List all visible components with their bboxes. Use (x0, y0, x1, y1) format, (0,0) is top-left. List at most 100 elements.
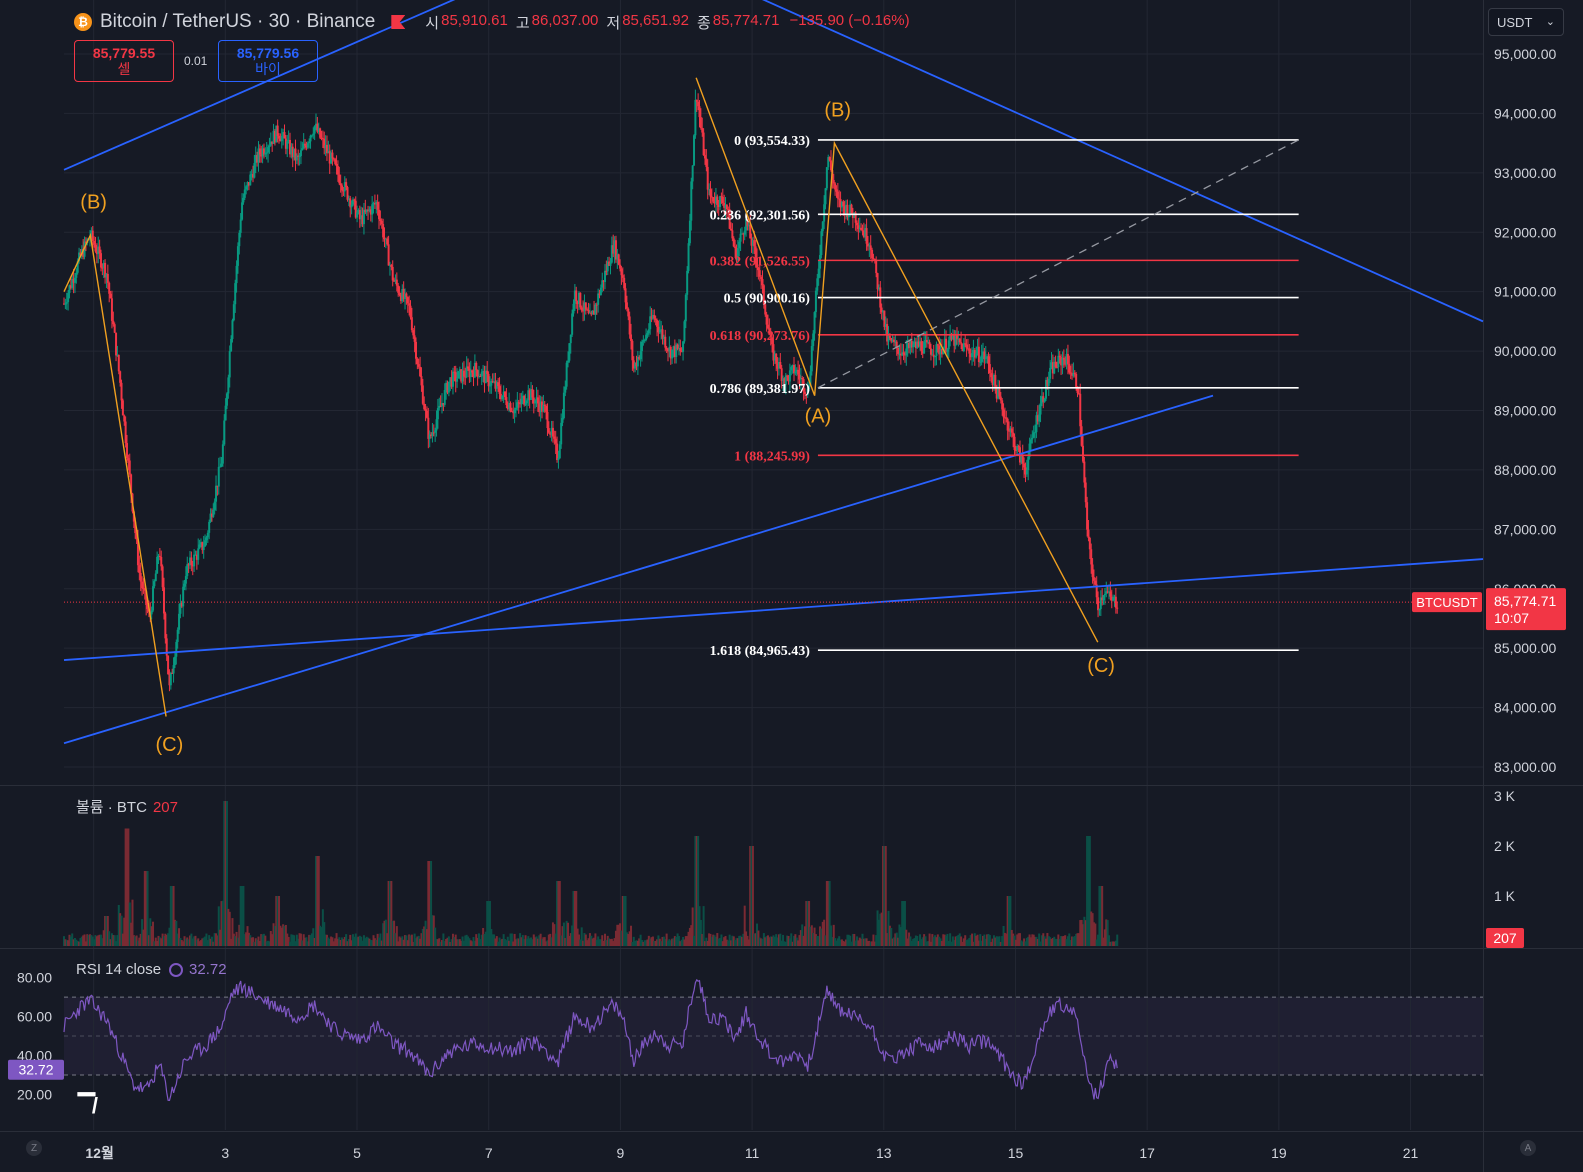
candle-body (931, 354, 934, 356)
candle-body (436, 408, 439, 420)
volume-bar (67, 940, 70, 946)
candle-body (325, 144, 328, 154)
candle-body (928, 342, 931, 349)
candle-body (556, 443, 559, 460)
volume-bar (749, 846, 752, 946)
volume-bar (769, 936, 772, 946)
currency-select[interactable]: USDT ⌄ (1488, 8, 1564, 36)
volume-bar (902, 901, 905, 946)
candle-body (210, 513, 213, 517)
volume-bar (136, 940, 139, 946)
volume-bar (179, 938, 182, 946)
volume-bar (71, 933, 74, 946)
volume-bar (636, 940, 639, 946)
candle-body (847, 214, 850, 218)
volume-bar (603, 933, 606, 946)
buy-button[interactable]: 85,779.56 바이 (218, 40, 318, 82)
candle-body (115, 332, 118, 356)
volume-bar (268, 941, 271, 946)
sell-button[interactable]: 85,779.55 셀 (74, 40, 174, 82)
volume-bar (865, 938, 868, 946)
volume-legend[interactable]: 볼륨 · BTC 207 (76, 796, 178, 817)
volume-group (63, 801, 1119, 946)
volume-bar (873, 941, 876, 946)
volume-bar (657, 935, 660, 946)
candle-body (676, 344, 679, 349)
volume-bar (164, 933, 167, 946)
candle-body (231, 320, 234, 340)
volume-bar (257, 936, 260, 946)
candle-body (67, 293, 70, 303)
volume-bar (691, 907, 694, 946)
candle-body (1101, 597, 1104, 601)
rsi-legend[interactable]: RSI 14 close 32.72 (76, 961, 227, 978)
volume-bar (879, 913, 882, 946)
candle-body (1021, 454, 1024, 464)
volume-bar (731, 935, 734, 946)
volume-bar (316, 856, 319, 946)
candle-body (417, 364, 420, 367)
volume-bar (606, 935, 609, 946)
candle-body (861, 230, 864, 232)
candle-body (783, 378, 786, 385)
candle-body (508, 403, 511, 410)
tradingview-logo-icon[interactable]: ▔/ (78, 1093, 98, 1118)
refresh-icon[interactable] (169, 963, 184, 977)
volume-bar (447, 936, 450, 946)
volume-bar (97, 935, 100, 946)
volume-bar (225, 801, 228, 946)
volume-bar (278, 896, 281, 946)
candle-body (864, 228, 867, 237)
volume-bar (1116, 934, 1119, 946)
volume-bar (290, 934, 293, 946)
fib-level-label: 0.382 (91,526.55) (710, 254, 811, 269)
volume-bar (435, 938, 438, 946)
volume-bar (156, 940, 159, 946)
volume-bar (183, 936, 186, 946)
candle-body (992, 374, 995, 386)
volume-bar (1014, 939, 1017, 946)
volume-bar (534, 937, 537, 946)
volume-bar (294, 941, 297, 946)
candle-body (1043, 398, 1046, 402)
candle-body (493, 381, 496, 383)
volume-bar (184, 938, 187, 946)
volume-bar (317, 856, 320, 946)
candle-body (569, 334, 572, 344)
rsi-axis-tick: 40.00 (17, 1048, 52, 1064)
candle-body (393, 280, 396, 282)
volume-bar (803, 926, 806, 946)
flag-icon[interactable] (391, 15, 406, 29)
wave-label: (C) (1087, 655, 1115, 677)
volume-bar (202, 937, 205, 946)
candle-body (175, 641, 178, 657)
candle-body (790, 367, 793, 371)
volume-bar (153, 941, 156, 946)
volume-bar (476, 937, 479, 946)
volume-bar (187, 939, 190, 946)
candle-body (955, 333, 958, 339)
candle-body (625, 302, 628, 309)
candle-body (262, 148, 265, 155)
price-axis-tick: 91,000.00 (1494, 284, 1556, 300)
volume-bar (761, 938, 764, 946)
candle-body (161, 566, 164, 588)
volume-bar (923, 934, 926, 946)
candle-body (445, 382, 448, 391)
volume-bar (528, 938, 531, 946)
candle-body (462, 370, 465, 377)
candle-body (588, 312, 591, 314)
candle-body (121, 400, 124, 416)
candle-body (602, 280, 605, 282)
candle-body (423, 403, 426, 410)
candle-body (593, 310, 596, 315)
auto-scale-icon[interactable]: A (1520, 1140, 1536, 1156)
candle-body (534, 400, 537, 404)
time-axis-tick: 15 (1008, 1145, 1024, 1161)
candle-body (909, 341, 912, 348)
symbol-title[interactable]: Bitcoin / TetherUS · 30 · Binance (100, 11, 376, 32)
volume-bar (838, 936, 841, 946)
timezone-icon[interactable]: Z (26, 1140, 42, 1156)
volume-bar (239, 886, 242, 946)
